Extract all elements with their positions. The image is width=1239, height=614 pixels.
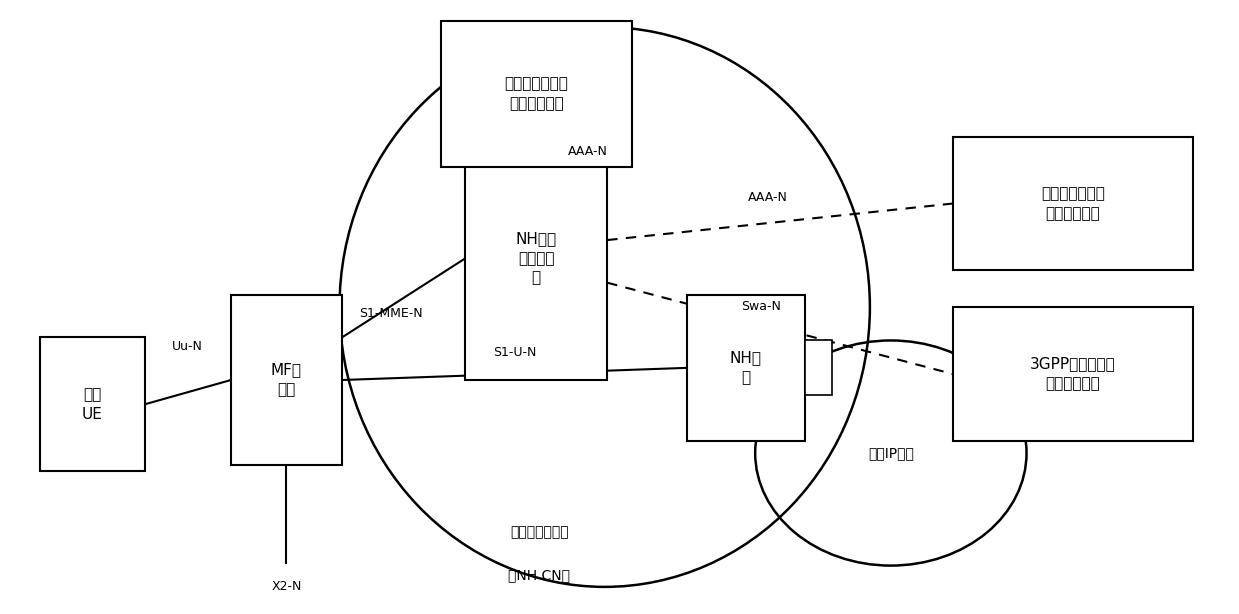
Text: S1-MME-N: S1-MME-N [359,306,424,319]
Text: S1-U-N: S1-U-N [493,346,536,359]
FancyBboxPatch shape [804,341,831,395]
Text: 远程认证、授权
和计费服务器: 远程认证、授权 和计费服务器 [1041,186,1105,221]
FancyBboxPatch shape [466,137,607,380]
Text: 终端
UE: 终端 UE [82,387,103,422]
FancyBboxPatch shape [230,295,342,465]
FancyBboxPatch shape [953,137,1193,271]
Text: 外部IP网络: 外部IP网络 [869,446,914,460]
FancyBboxPatch shape [953,307,1193,441]
FancyBboxPatch shape [688,295,804,441]
Text: Uu-N: Uu-N [172,340,203,353]
FancyBboxPatch shape [40,338,145,472]
Text: 3GPP认证、授权
和计费服务器: 3GPP认证、授权 和计费服务器 [1030,357,1115,391]
Text: NH移动
性管理单
元: NH移动 性管理单 元 [515,231,556,286]
Text: X2-N: X2-N [271,580,301,593]
Text: MF接
入点: MF接 入点 [271,363,302,397]
Text: Swa-N: Swa-N [741,300,782,314]
Text: 中立主机核心网: 中立主机核心网 [510,525,569,539]
Text: AAA-N: AAA-N [747,191,788,204]
Text: AAA-N: AAA-N [567,146,607,158]
Text: 本地认证、授权
和计费服务器: 本地认证、授权 和计费服务器 [504,77,569,112]
Text: （NH CN）: （NH CN） [508,568,570,581]
Text: NH网
关: NH网 关 [730,351,762,385]
FancyBboxPatch shape [441,21,632,167]
